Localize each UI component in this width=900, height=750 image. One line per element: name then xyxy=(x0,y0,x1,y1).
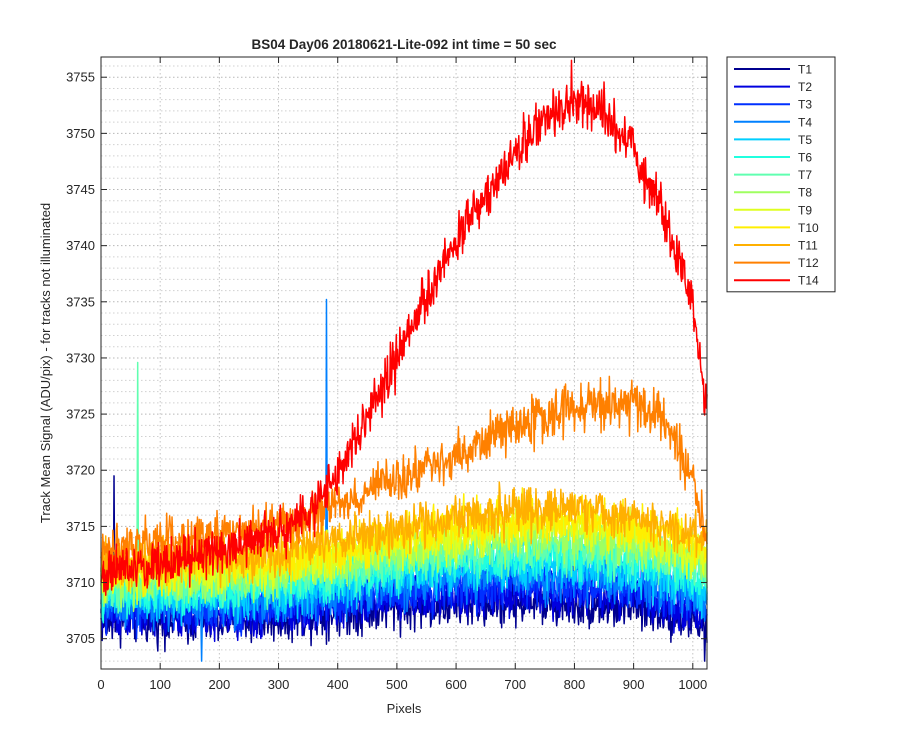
y-tick-label: 3750 xyxy=(66,126,95,141)
x-tick-label: 800 xyxy=(564,677,586,692)
ticks: 0 100 200 300 400 500 600 700 800 900 1000 3705 3710… xyxy=(66,57,707,692)
legend-label-T9: T9 xyxy=(798,203,812,217)
legend-label-T2: T2 xyxy=(798,80,812,94)
series-line-T4 xyxy=(100,298,708,662)
y-tick-label: 3740 xyxy=(66,238,95,253)
x-axis-label: Pixels xyxy=(387,701,422,716)
x-tick-label: 900 xyxy=(623,677,645,692)
y-tick-label: 3725 xyxy=(66,407,95,422)
y-tick-label: 3720 xyxy=(66,463,95,478)
y-axis-label: Track Mean Signal (ADU/pix) - for tracks… xyxy=(38,203,53,523)
y-tick-label: 3755 xyxy=(66,70,95,85)
x-tick-label: 500 xyxy=(386,677,408,692)
legend-label-T1: T1 xyxy=(798,63,812,77)
x-tick-label: 200 xyxy=(209,677,231,692)
legend-label-T4: T4 xyxy=(798,115,812,129)
y-tick-label: 3715 xyxy=(66,519,95,534)
y-tick-label: 3745 xyxy=(66,182,95,197)
x-tick-label: 600 xyxy=(445,677,467,692)
y-tick-label: 3735 xyxy=(66,294,95,309)
legend-label-T3: T3 xyxy=(798,98,812,112)
legend-label-T8: T8 xyxy=(798,186,812,200)
x-tick-label: 700 xyxy=(504,677,526,692)
x-tick-label: 0 xyxy=(97,677,104,692)
axes-box xyxy=(100,56,708,670)
x-tick-label: 400 xyxy=(327,677,349,692)
series-line-T14 xyxy=(100,59,708,596)
legend-label-T14: T14 xyxy=(798,274,819,288)
legend-label-T5: T5 xyxy=(798,133,812,147)
series-layer xyxy=(100,59,708,662)
legend-label-T12: T12 xyxy=(798,256,819,270)
legend-label-T11: T11 xyxy=(798,239,818,253)
y-tick-label: 3730 xyxy=(66,350,95,365)
y-tick-label: 3710 xyxy=(66,575,95,590)
y-tick-label: 3705 xyxy=(66,631,95,646)
x-tick-label: 1000 xyxy=(678,677,707,692)
series-line-T12 xyxy=(100,375,708,576)
legend-label-T7: T7 xyxy=(798,168,812,182)
x-tick-label: 300 xyxy=(268,677,290,692)
x-tick-label: 100 xyxy=(149,677,171,692)
legend-label-T6: T6 xyxy=(798,151,812,165)
chart-title: BS04 Day06 20180621-Lite-092 int time = … xyxy=(251,37,557,52)
legend-label-T10: T10 xyxy=(798,221,819,235)
legend: T1 T2 T3 T4 T5 T6 T7 T8 T9 T10 T11 T12 T14 xyxy=(726,56,836,293)
